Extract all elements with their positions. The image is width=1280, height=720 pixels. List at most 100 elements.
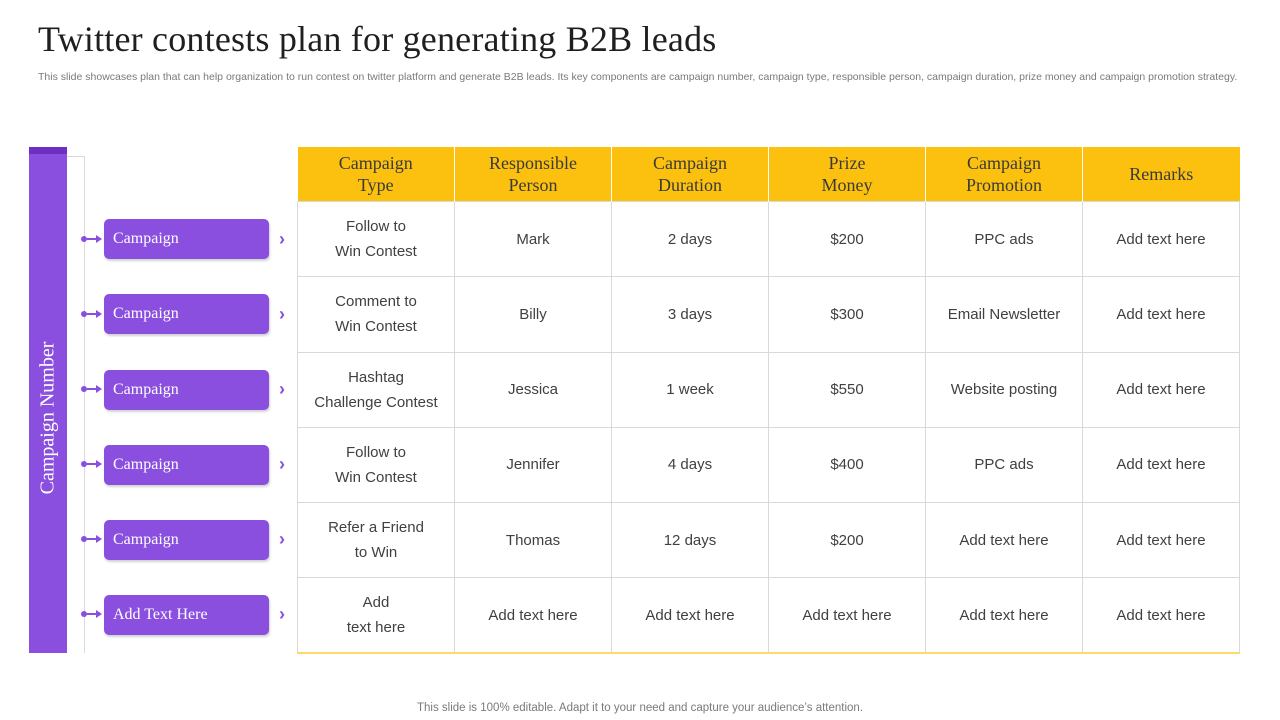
- campaign-number-bar-cap: [29, 147, 67, 154]
- cell-text: to Win: [354, 544, 398, 562]
- cell-campaign-duration: Add text here: [611, 577, 769, 654]
- connector-vertical-line: [84, 156, 85, 653]
- cell-text: Add text here: [488, 606, 578, 624]
- header-campaign-type: Campaign Type: [297, 147, 455, 202]
- cell-responsible-person: Mark: [454, 200, 612, 278]
- table-row: Hashtag Challenge Contest Jessica 1 week $55…: [297, 351, 1240, 428]
- header-campaign-promotion: Campaign Promotion: [925, 147, 1083, 202]
- cell-campaign-duration: 12 days: [611, 501, 769, 579]
- campaign-button[interactable]: Campaign: [104, 520, 269, 560]
- cell-responsible-person: Thomas: [454, 501, 612, 579]
- cell-text: Add text here: [802, 606, 892, 624]
- cell-text: Win Contest: [335, 468, 417, 486]
- table-header-row: Campaign Type Responsible Person Campaign D…: [297, 147, 1240, 202]
- cell-remarks: Add text here: [1082, 426, 1240, 504]
- cell-text: Add text here: [959, 531, 1049, 549]
- chevron-right-icon: ›: [279, 379, 285, 399]
- cell-text: Add text here: [1116, 531, 1206, 549]
- cell-text: Follow to: [345, 443, 407, 461]
- cell-prize-money: $300: [768, 276, 926, 353]
- cell-campaign-type: Add text here: [297, 577, 455, 654]
- cell-text: Website posting: [950, 381, 1058, 399]
- table-body: Follow to Win Contest Mark 2 days $200 PPC ad…: [297, 200, 1240, 654]
- slide-subtitle: This slide showcases plan that can help …: [38, 71, 1238, 83]
- campaign-plan-table: Campaign Type Responsible Person Campaign D…: [297, 147, 1240, 654]
- cell-campaign-promotion: Email Newsletter: [925, 276, 1083, 353]
- cell-prize-money: $200: [768, 501, 926, 579]
- cell-campaign-type: Hashtag Challenge Contest: [297, 351, 455, 428]
- cell-prize-money: Add text here: [768, 577, 926, 654]
- campaign-button[interactable]: Campaign: [104, 445, 269, 485]
- cell-text: PPC ads: [974, 230, 1034, 248]
- campaign-button[interactable]: Add Text Here: [104, 595, 269, 635]
- cell-responsible-person: Jessica: [454, 351, 612, 428]
- cell-remarks: Add text here: [1082, 501, 1240, 579]
- header-line: Money: [821, 175, 873, 195]
- cell-campaign-type: Refer a Friend to Win: [297, 501, 455, 579]
- chevron-right-icon: ›: [279, 604, 285, 624]
- arrow-connector-icon: [81, 609, 103, 619]
- header-campaign-duration: Campaign Duration: [611, 147, 769, 202]
- campaign-number-label: Campaign Number: [36, 341, 59, 495]
- cell-text: $300: [830, 305, 864, 323]
- cell-text: Add text here: [1116, 305, 1206, 323]
- cell-responsible-person: Add text here: [454, 577, 612, 654]
- chevron-right-icon: ›: [279, 454, 285, 474]
- cell-text: Win Contest: [335, 243, 417, 261]
- header-line: Campaign: [653, 153, 727, 173]
- table-row: Refer a Friend to Win Thomas 12 days $200 Add…: [297, 501, 1240, 579]
- cell-responsible-person: Billy: [454, 276, 612, 353]
- cell-text: $200: [830, 230, 864, 248]
- cell-campaign-promotion: PPC ads: [925, 426, 1083, 504]
- cell-text: Refer a Friend: [328, 519, 424, 537]
- arrow-connector-icon: [81, 534, 103, 544]
- header-prize-money: Prize Money: [768, 147, 926, 202]
- arrow-connector-icon: [81, 309, 103, 319]
- cell-text: PPC ads: [974, 456, 1034, 474]
- cell-text: text here: [346, 619, 406, 637]
- cell-campaign-promotion: Add text here: [925, 501, 1083, 579]
- table-row: Add text here Add text here Add text here Ad…: [297, 577, 1240, 654]
- header-remarks: Remarks: [1082, 147, 1240, 202]
- header-line: Campaign: [338, 153, 413, 173]
- campaign-button[interactable]: Campaign: [104, 294, 269, 334]
- cell-text: $550: [830, 381, 864, 399]
- cell-text: Win Contest: [335, 318, 417, 336]
- cell-text: Add text here: [959, 606, 1049, 624]
- header-responsible-person: Responsible Person: [454, 147, 612, 202]
- cell-text: Add text here: [1116, 381, 1206, 399]
- cell-text: Email Newsletter: [947, 305, 1061, 323]
- cell-campaign-type: Follow to Win Contest: [297, 426, 455, 504]
- header-line: Responsible: [489, 153, 577, 173]
- arrow-connector-icon: [81, 384, 103, 394]
- cell-campaign-duration: 4 days: [611, 426, 769, 504]
- chevron-right-icon: ›: [279, 529, 285, 549]
- cell-text: 2 days: [667, 230, 713, 248]
- cell-prize-money: $200: [768, 200, 926, 278]
- cell-text: Billy: [519, 305, 547, 323]
- chevron-right-icon: ›: [279, 229, 285, 249]
- header-line: Duration: [658, 175, 722, 195]
- table-row: Follow to Win Contest Mark 2 days $200 PPC ad…: [297, 200, 1240, 278]
- connector-top-line: [67, 156, 85, 157]
- header-line: Person: [508, 175, 558, 195]
- header-line: Type: [357, 175, 394, 195]
- arrow-connector-icon: [81, 459, 103, 469]
- campaign-button[interactable]: Campaign: [104, 370, 269, 410]
- cell-text: 1 week: [666, 381, 714, 399]
- cell-text: $200: [830, 531, 864, 549]
- campaign-button[interactable]: Campaign: [104, 219, 269, 259]
- cell-text: Challenge Contest: [314, 393, 438, 411]
- cell-text: 12 days: [663, 531, 717, 549]
- cell-remarks: Add text here: [1082, 351, 1240, 428]
- cell-text: $400: [830, 456, 864, 474]
- cell-text: 3 days: [667, 305, 713, 323]
- header-line: Remarks: [1129, 164, 1194, 184]
- cell-prize-money: $550: [768, 351, 926, 428]
- chevron-right-icon: ›: [279, 304, 285, 324]
- cell-text: Add text here: [645, 606, 735, 624]
- table-row: Follow to Win Contest Jennifer 4 days $400 PP…: [297, 426, 1240, 504]
- cell-responsible-person: Jennifer: [454, 426, 612, 504]
- cell-remarks: Add text here: [1082, 200, 1240, 278]
- cell-campaign-type: Follow to Win Contest: [297, 200, 455, 278]
